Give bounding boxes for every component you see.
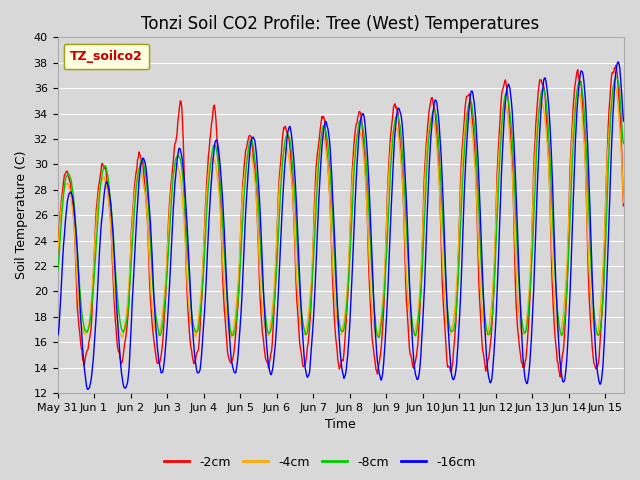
-16cm [54, 333, 61, 339]
-2cm [474, 218, 481, 224]
X-axis label: Time: Time [325, 419, 356, 432]
-16cm [317, 156, 325, 162]
-4cm [317, 136, 325, 142]
Y-axis label: Soil Temperature (C): Soil Temperature (C) [15, 151, 28, 279]
-4cm [118, 335, 126, 340]
-4cm [134, 172, 141, 178]
-4cm [474, 231, 482, 237]
-2cm [133, 166, 141, 172]
-4cm [460, 131, 468, 136]
-8cm [474, 189, 482, 194]
-16cm [134, 202, 141, 207]
-8cm [133, 181, 141, 187]
-2cm [556, 374, 564, 380]
-4cm [611, 84, 618, 89]
-8cm [620, 141, 627, 146]
Title: Tonzi Soil CO2 Profile: Tree (West) Temperatures: Tonzi Soil CO2 Profile: Tree (West) Temp… [141, 15, 540, 33]
-4cm [296, 312, 303, 317]
-2cm [295, 328, 303, 334]
-8cm [460, 150, 468, 156]
-16cm [56, 312, 63, 317]
-2cm [317, 125, 324, 131]
Line: -8cm: -8cm [58, 78, 623, 337]
-16cm [460, 189, 468, 195]
-8cm [375, 335, 383, 340]
Line: -16cm: -16cm [58, 62, 623, 389]
-2cm [56, 216, 63, 222]
Legend: -2cm, -4cm, -8cm, -16cm: -2cm, -4cm, -8cm, -16cm [159, 451, 481, 474]
-16cm [84, 386, 92, 392]
-8cm [295, 276, 303, 282]
-8cm [613, 75, 621, 81]
-16cm [474, 156, 482, 162]
-4cm [54, 248, 61, 253]
-8cm [56, 240, 63, 246]
Legend: TZ_soilco2: TZ_soilco2 [64, 44, 149, 69]
-2cm [460, 127, 467, 132]
-2cm [612, 62, 620, 68]
-4cm [620, 200, 627, 205]
-16cm [620, 118, 627, 124]
-16cm [296, 278, 303, 284]
-16cm [614, 59, 622, 65]
-8cm [317, 142, 324, 147]
-2cm [620, 203, 627, 209]
-8cm [54, 268, 61, 274]
-4cm [56, 220, 63, 226]
Line: -2cm: -2cm [58, 65, 623, 377]
-2cm [54, 251, 61, 256]
Line: -4cm: -4cm [58, 86, 623, 337]
